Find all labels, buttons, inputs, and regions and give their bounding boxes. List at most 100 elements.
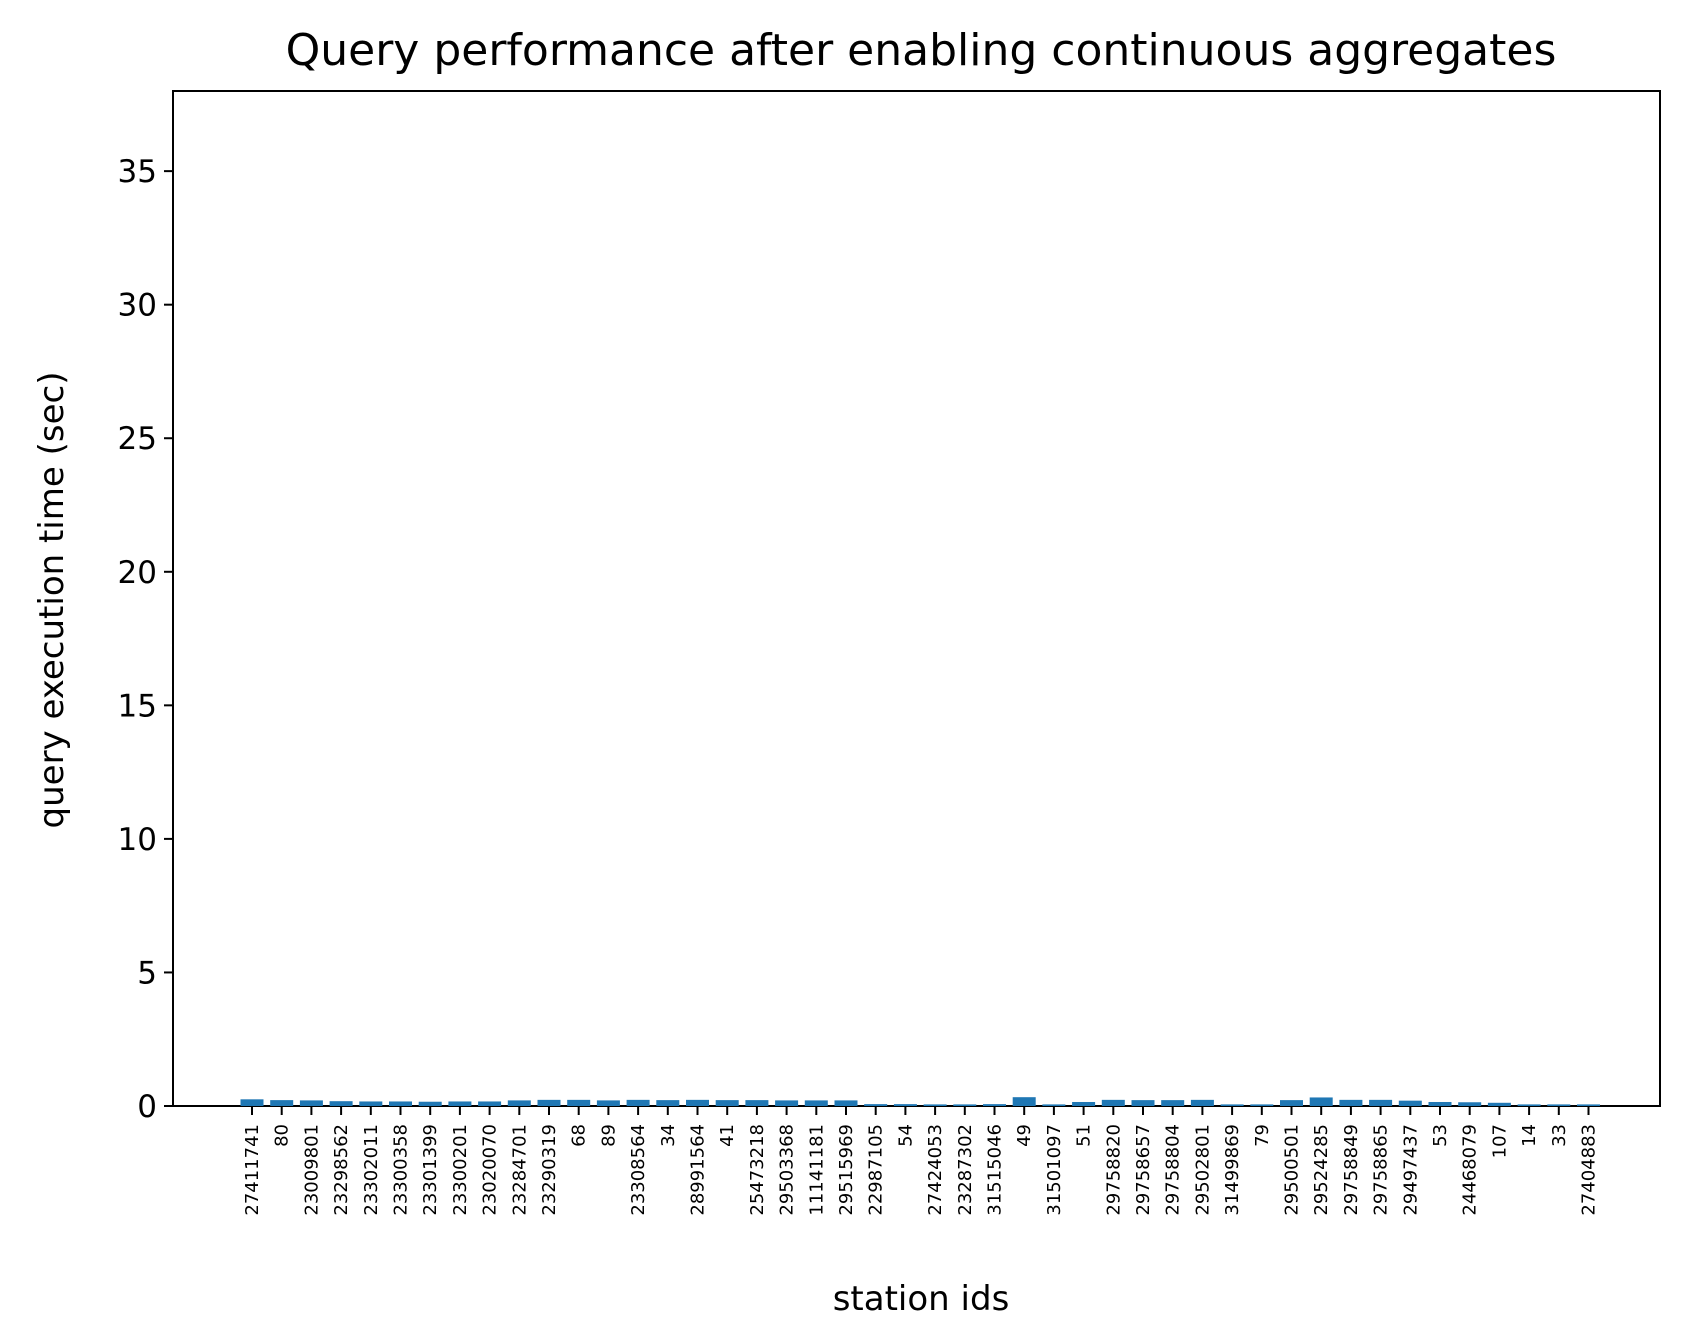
x-tick-label: 29497437	[1400, 1124, 1421, 1216]
bar	[686, 1099, 709, 1106]
chart-title: Query performance after enabling continu…	[286, 25, 1557, 76]
bar	[1339, 1099, 1363, 1106]
x-tick-label: 29758820	[1103, 1124, 1124, 1216]
bar	[1517, 1104, 1541, 1106]
x-tick-label: 29758804	[1163, 1124, 1184, 1216]
bar	[834, 1100, 858, 1106]
x-tick-label: 34	[658, 1124, 679, 1147]
y-tick-label: 20	[118, 555, 157, 591]
y-tick-label: 10	[118, 822, 157, 858]
bar	[1131, 1100, 1155, 1106]
x-tick-label: 51	[1074, 1124, 1095, 1147]
x-tick-label: 31515046	[985, 1124, 1006, 1216]
bar	[804, 1100, 828, 1106]
y-tick-label: 0	[137, 1089, 157, 1125]
bar	[1398, 1100, 1422, 1106]
x-tick-label: 23287302	[955, 1124, 976, 1216]
x-tick-label: 23020070	[480, 1124, 501, 1216]
x-tick-label: 14	[1519, 1124, 1540, 1147]
x-tick-label: 23290319	[539, 1124, 560, 1216]
x-tick-label: 23298562	[331, 1124, 352, 1216]
x-tick-label: 27411741	[242, 1124, 263, 1216]
x-tick-label: 79	[1252, 1124, 1273, 1147]
x-tick-label: 68	[569, 1124, 590, 1147]
y-tick-label: 35	[118, 154, 157, 190]
x-tick-label: 23301399	[420, 1124, 441, 1216]
x-tick-label: 27404883	[1579, 1124, 1600, 1216]
x-tick-label: 22987105	[866, 1124, 887, 1216]
bar	[1042, 1104, 1066, 1106]
bar	[1190, 1099, 1214, 1106]
x-tick-label: 41	[717, 1124, 738, 1147]
x-tick-label: 29515969	[836, 1124, 857, 1216]
plot-area	[172, 90, 1661, 1107]
bar	[448, 1101, 472, 1106]
y-tick-label: 25	[118, 421, 157, 457]
y-tick-label: 15	[118, 688, 157, 724]
bar	[923, 1104, 947, 1106]
bar	[567, 1099, 591, 1106]
plot-frame	[172, 90, 1661, 1107]
x-tick-label: 25473218	[747, 1124, 768, 1216]
bar	[1487, 1102, 1511, 1106]
x-tick-label: 23308564	[628, 1124, 649, 1216]
x-tick-label: 29758865	[1371, 1124, 1392, 1216]
bar	[1161, 1100, 1185, 1106]
x-tick-label: 23009801	[301, 1124, 322, 1216]
bar	[418, 1101, 442, 1106]
x-tick-label: 54	[895, 1124, 916, 1147]
x-tick-label: 11141181	[806, 1124, 827, 1216]
x-tick-label: 107	[1489, 1124, 1510, 1158]
bar	[626, 1099, 650, 1106]
bar	[596, 1100, 620, 1106]
bar	[1577, 1104, 1600, 1106]
bar	[1369, 1099, 1393, 1106]
x-tick-label: 31499869	[1222, 1124, 1243, 1216]
x-tick-label: 53	[1430, 1124, 1451, 1147]
x-tick-label: 31501097	[1044, 1124, 1065, 1216]
bar	[1280, 1100, 1303, 1106]
x-tick-label: 23284701	[509, 1124, 530, 1216]
bar	[656, 1100, 680, 1106]
x-tick-label: 29502801	[1192, 1124, 1213, 1216]
bar	[299, 1100, 323, 1106]
bar	[953, 1104, 977, 1106]
y-axis: 0 5 10 15 20 25 30 35	[118, 154, 173, 1125]
x-tick-label: 29500501	[1282, 1124, 1303, 1216]
bar	[1428, 1101, 1452, 1106]
x-tick-label: 24468079	[1460, 1124, 1481, 1216]
x-tick-label: 80	[272, 1124, 293, 1147]
bar	[1250, 1104, 1274, 1106]
bar	[1101, 1099, 1125, 1106]
bar	[507, 1100, 531, 1106]
bar	[893, 1104, 917, 1106]
x-tick-label: 27424053	[925, 1124, 946, 1216]
bar	[745, 1100, 769, 1106]
y-tick-label: 5	[137, 955, 157, 991]
bar	[359, 1101, 383, 1106]
x-tick-label: 33	[1549, 1124, 1570, 1147]
bar	[240, 1099, 264, 1106]
bars	[240, 1097, 1600, 1106]
bar	[1458, 1102, 1482, 1106]
bar	[537, 1099, 561, 1106]
bar	[864, 1104, 888, 1106]
bar	[1309, 1097, 1333, 1106]
x-tick-label: 29758849	[1341, 1124, 1362, 1216]
x-tick-label: 89	[598, 1124, 619, 1147]
bar	[1012, 1097, 1036, 1106]
x-axis-label: station ids	[833, 1279, 1010, 1319]
y-tick-label: 30	[118, 288, 157, 324]
bar	[1072, 1101, 1096, 1106]
x-tick-label: 29758657	[1133, 1124, 1154, 1216]
x-tick-label: 23302011	[361, 1124, 382, 1216]
bar	[329, 1101, 353, 1106]
x-tick-label: 23300201	[450, 1124, 471, 1216]
bar	[389, 1101, 412, 1106]
bar	[983, 1104, 1006, 1106]
x-tick-label: 23300358	[391, 1124, 412, 1216]
x-tick-label: 49	[1014, 1124, 1035, 1147]
x-tick-label: 29524285	[1311, 1124, 1332, 1216]
bar	[715, 1100, 739, 1106]
x-tick-label: 28991564	[688, 1124, 709, 1216]
